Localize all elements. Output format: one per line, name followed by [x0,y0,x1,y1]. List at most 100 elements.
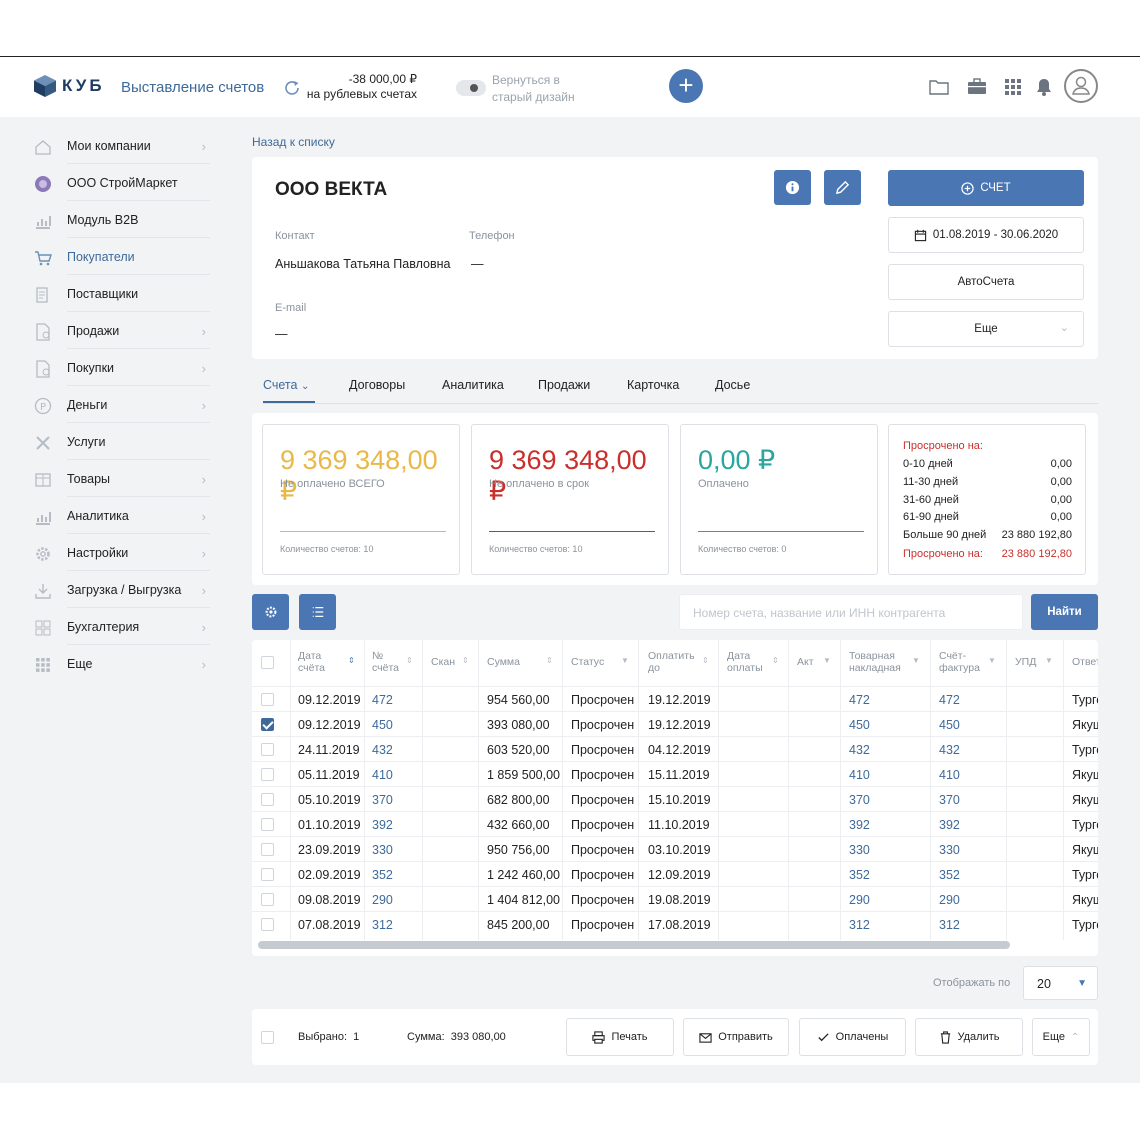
cell-number[interactable]: 472 [372,693,393,707]
per-page-select[interactable]: 20 ▼ [1023,966,1098,1000]
row-checkbox[interactable] [261,918,274,931]
cell-number[interactable]: 450 [372,718,393,732]
table-row[interactable]: 02.09.2019 352 1 242 460,00 Просрочен 12.09.… [252,861,1098,886]
print-button[interactable]: Печать [566,1018,674,1056]
sort-icon[interactable]: ⇕ [462,656,469,665]
search-input[interactable]: Номер счета, название или ИНН контрагент… [679,594,1023,630]
sidebar-item-services[interactable]: Услуги [0,423,220,460]
row-checkbox[interactable] [261,793,274,806]
sidebar-item-suppliers[interactable]: Поставщики [0,275,220,312]
find-button[interactable]: Найти [1031,594,1098,630]
folder-icon[interactable] [928,76,950,98]
cell-waybill[interactable]: 290 [849,893,870,907]
column-header-status[interactable]: Статус [571,656,605,668]
cell-number[interactable]: 410 [372,768,393,782]
cell-invoice[interactable]: 330 [939,843,960,857]
row-checkbox[interactable] [261,693,274,706]
cell-invoice[interactable]: 312 [939,918,960,932]
cell-number[interactable]: 352 [372,868,393,882]
table-settings-button[interactable] [252,594,289,630]
sidebar-item-company[interactable]: ООО СтройМаркет [0,164,220,201]
column-header-act[interactable]: Акт [797,656,814,668]
cell-number[interactable]: 330 [372,843,393,857]
table-row[interactable]: 09.12.2019 450 393 080,00 Просрочен 19.12.20… [252,711,1098,736]
sort-icon[interactable]: ⇕ [772,656,779,665]
row-checkbox[interactable] [261,843,274,856]
more-actions-dropdown[interactable]: Еще ⌄ [888,311,1084,347]
sort-icon[interactable]: ⇕ [702,656,709,665]
cell-waybill[interactable]: 370 [849,793,870,807]
logo[interactable]: КУБ [33,74,105,98]
tab-sales[interactable]: Продажи [538,378,591,392]
cell-waybill[interactable]: 432 [849,743,870,757]
cell-invoice[interactable]: 290 [939,893,960,907]
sidebar-item-more[interactable]: Еще › [0,645,220,682]
sidebar-item-sales[interactable]: Продажи › [0,312,220,349]
sort-icon[interactable]: ⇕ [406,656,413,665]
sidebar-item-money[interactable]: Р Деньги › [0,386,220,423]
tab-contracts[interactable]: Договоры [349,378,406,392]
filter-icon[interactable]: ▼ [621,656,629,665]
table-row[interactable]: 01.10.2019 392 432 660,00 Просрочен 11.10.20… [252,811,1098,836]
tab-dossier[interactable]: Досье [715,378,751,392]
cell-number[interactable]: 432 [372,743,393,757]
column-header-invoice[interactable]: Счёт-фактура [939,650,980,674]
table-row[interactable]: 09.08.2019 290 1 404 812,00 Просрочен 19.08.… [252,886,1098,911]
bulk-select-checkbox[interactable] [261,1031,274,1044]
filter-list-button[interactable] [299,594,336,630]
cell-waybill[interactable]: 450 [849,718,870,732]
sidebar-item-accounting[interactable]: Бухгалтерия › [0,608,220,645]
new-invoice-button[interactable]: СЧЕТ [888,170,1084,206]
sidebar-item-buyers[interactable]: Покупатели [0,238,220,275]
row-checkbox[interactable] [261,818,274,831]
table-row[interactable]: 05.10.2019 370 682 800,00 Просрочен 15.10.20… [252,786,1098,811]
table-row[interactable]: 09.12.2019 472 954 560,00 Просрочен 19.12.20… [252,686,1098,711]
filter-icon[interactable]: ▼ [823,656,831,665]
design-toggle[interactable] [456,80,486,96]
column-header-waybill[interactable]: Товарная накладная [849,650,901,674]
tab-invoices[interactable]: Счета ⌄ [263,378,309,392]
cell-waybill[interactable]: 410 [849,768,870,782]
column-header-responsible[interactable]: Ответ [1072,656,1098,668]
sidebar-item-analytics[interactable]: Аналитика › [0,497,220,534]
row-checkbox[interactable] [261,893,274,906]
sort-icon[interactable]: ⇕ [546,656,553,665]
cell-invoice[interactable]: 472 [939,693,960,707]
user-avatar[interactable] [1064,69,1098,103]
table-row[interactable]: 05.11.2019 410 1 859 500,00 Просрочен 15.11.… [252,761,1098,786]
bell-icon[interactable] [1033,76,1055,98]
add-button[interactable]: + [669,69,703,103]
refresh-icon[interactable] [283,79,301,97]
cell-invoice[interactable]: 432 [939,743,960,757]
mark-paid-button[interactable]: Оплачены [799,1018,906,1056]
cell-waybill[interactable]: 472 [849,693,870,707]
filter-icon[interactable]: ▼ [1045,656,1053,665]
sidebar-item-goods[interactable]: Товары › [0,460,220,497]
cell-waybill[interactable]: 312 [849,918,870,932]
sort-icon[interactable]: ⇕ [348,656,355,665]
sidebar-item-purchases[interactable]: Покупки › [0,349,220,386]
cell-waybill[interactable]: 352 [849,868,870,882]
tab-analytics[interactable]: Аналитика [442,378,504,392]
row-checkbox[interactable] [261,718,274,731]
delete-button[interactable]: Удалить [915,1018,1023,1056]
cell-waybill[interactable]: 330 [849,843,870,857]
tab-card[interactable]: Карточка [627,378,680,392]
cell-invoice[interactable]: 370 [939,793,960,807]
more-bulk-dropdown[interactable]: Еще ⌃ [1032,1018,1090,1056]
column-header-pay-date[interactable]: Дата оплаты [727,650,763,674]
row-checkbox[interactable] [261,868,274,881]
column-header-date[interactable]: Дата счёта [298,650,325,674]
cell-waybill[interactable]: 392 [849,818,870,832]
cell-invoice[interactable]: 450 [939,718,960,732]
edit-button[interactable] [824,170,861,205]
cell-number[interactable]: 370 [372,793,393,807]
sidebar-item-b2b[interactable]: Модуль B2B [0,201,220,238]
row-checkbox[interactable] [261,768,274,781]
table-row[interactable]: 23.09.2019 330 950 756,00 Просрочен 03.10.20… [252,836,1098,861]
apps-grid-icon[interactable] [1002,76,1024,98]
filter-icon[interactable]: ▼ [988,656,996,665]
table-row[interactable]: 24.11.2019 432 603 520,00 Просрочен 04.12.20… [252,736,1098,761]
back-to-list-link[interactable]: Назад к списку [252,135,335,149]
briefcase-icon[interactable] [966,76,988,98]
